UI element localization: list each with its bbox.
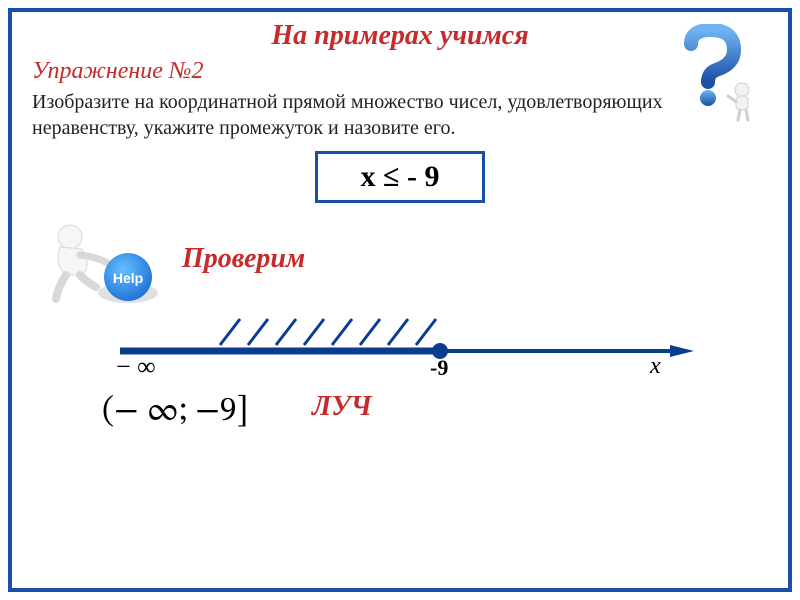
number-line: − ∞ -9 x bbox=[72, 311, 748, 381]
ray-label: ЛУЧ bbox=[312, 391, 372, 423]
check-area: Help Проверим bbox=[12, 221, 788, 301]
slide-frame: На примерах учимся Упражнение №2 Изобраз… bbox=[8, 8, 792, 592]
axis-label: x bbox=[649, 353, 661, 379]
interval-notation: (− ∞; −9] bbox=[102, 395, 249, 429]
svg-text:Help: Help bbox=[113, 270, 143, 286]
check-label: Проверим bbox=[182, 243, 305, 275]
question-mark-icon bbox=[656, 24, 766, 124]
interval-row: (− ∞; −9] ЛУЧ bbox=[12, 391, 788, 441]
minus-infinity-label: − ∞ bbox=[116, 352, 156, 381]
inequality-box: x ≤ - 9 bbox=[315, 151, 485, 203]
person-help-icon: Help bbox=[32, 215, 172, 305]
point-label: -9 bbox=[430, 355, 448, 380]
